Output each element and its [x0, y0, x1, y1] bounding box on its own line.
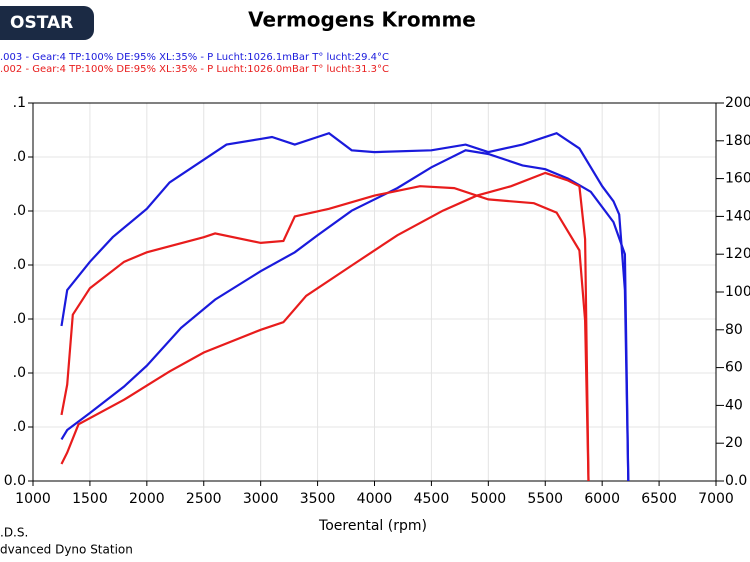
- y-tick-label: .1: [13, 95, 26, 111]
- curve: [60, 131, 630, 482]
- y2-tick-label: 20: [725, 435, 743, 451]
- y2-tick-label: 100: [725, 284, 750, 300]
- x-tick-label: 3500: [300, 491, 336, 507]
- x-tick-label: 2500: [186, 491, 222, 507]
- y2-tick-label: 160: [725, 171, 750, 187]
- y-tick-label: .0: [13, 203, 26, 219]
- x-axis-label: Toerental (rpm): [318, 518, 427, 534]
- footer: .D.S.: [0, 526, 28, 540]
- logo-badge: [0, 6, 94, 40]
- x-tick-label: 2000: [129, 491, 165, 507]
- y-tick-label: .0: [13, 257, 26, 273]
- x-tick-label: 1000: [15, 491, 51, 507]
- x-tick-label: 5000: [471, 491, 507, 507]
- y2-tick-label: 40: [725, 397, 743, 413]
- chart-title: Vermogens Kromme: [248, 8, 476, 32]
- y-tick-label: .0: [13, 365, 26, 381]
- y2-tick-label: 140: [725, 208, 750, 224]
- legend-entry: .002 - Gear:4 TP:100% DE:95% XL:35% - P …: [0, 64, 389, 75]
- x-tick-label: 4500: [414, 491, 450, 507]
- footer: dvanced Dyno Station: [0, 543, 133, 557]
- y2-tick-label: 80: [725, 322, 743, 338]
- y-tick-label: .0: [13, 311, 26, 327]
- logo: OSTAR: [10, 13, 73, 33]
- y2-tick-label: 180: [725, 133, 750, 149]
- x-tick-label: 3000: [243, 491, 279, 507]
- curve: [60, 171, 590, 482]
- x-tick-label: 5500: [527, 491, 563, 507]
- y2-tick-label: 60: [725, 360, 743, 376]
- x-tick-label: 4000: [357, 491, 393, 507]
- curve: [60, 185, 590, 482]
- legend-entry: .003 - Gear:4 TP:100% DE:95% XL:35% - P …: [0, 52, 389, 63]
- y2-tick-label: 0.0: [725, 473, 747, 489]
- plot-frame: [32, 102, 717, 482]
- y2-tick-label: 120: [725, 246, 750, 262]
- x-tick-label: 7000: [698, 491, 734, 507]
- y-tick-label: .0: [13, 149, 26, 165]
- x-tick-label: 6000: [584, 491, 620, 507]
- y-tick-label: .0: [13, 419, 26, 435]
- y2-tick-label: 200: [725, 95, 750, 111]
- y-tick-label: 0.0: [4, 473, 26, 489]
- x-tick-label: 1500: [72, 491, 108, 507]
- x-tick-label: 6500: [641, 491, 677, 507]
